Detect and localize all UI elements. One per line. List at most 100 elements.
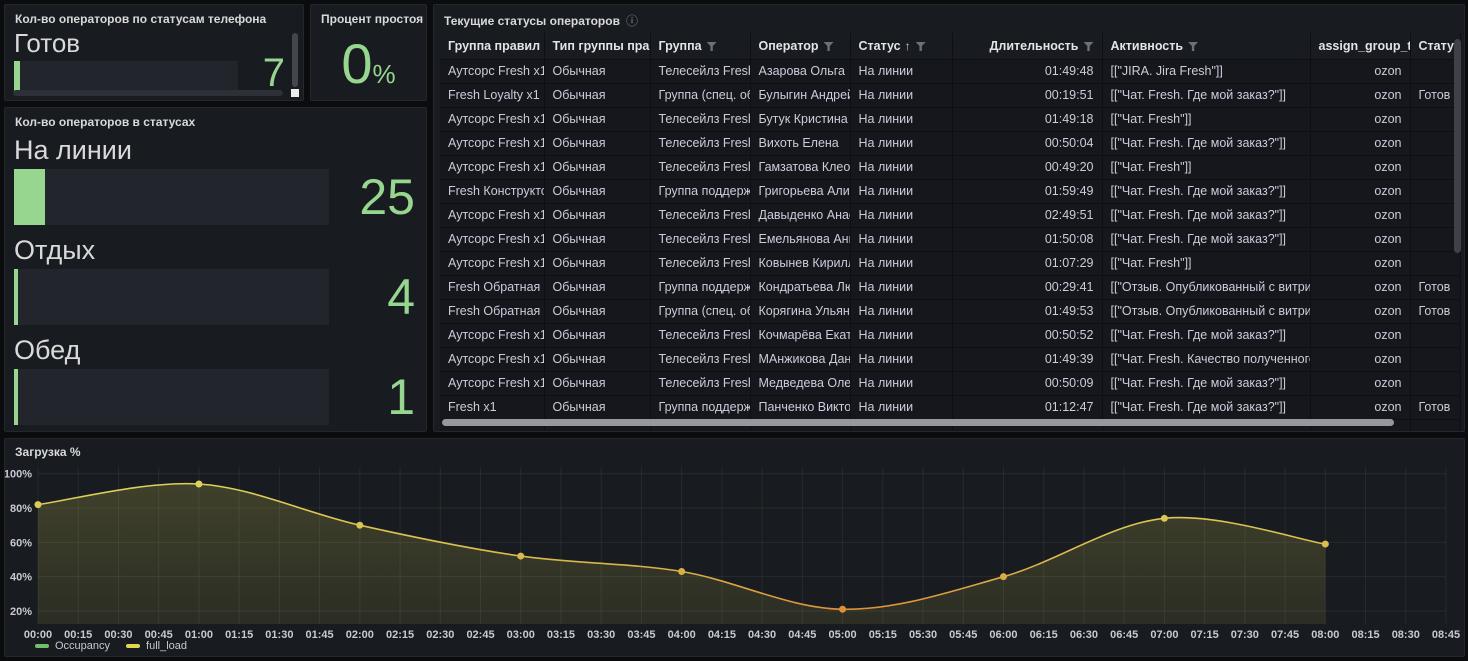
bar-gauge-0: На линии25 bbox=[14, 134, 415, 225]
table-cell bbox=[1410, 347, 1460, 371]
legend-item-occupancy[interactable]: Occupancy bbox=[35, 640, 110, 652]
table-cell: Гамзатова Клеопатра bbox=[750, 155, 850, 179]
sort-asc-icon[interactable]: ↑ bbox=[905, 39, 911, 53]
bar-gauge-2: Обед1 bbox=[14, 334, 415, 425]
idle-unit: % bbox=[373, 59, 396, 89]
panel-title-text: Текущие статусы операторов bbox=[444, 14, 620, 28]
filter-icon[interactable] bbox=[1084, 42, 1094, 51]
column-header-5[interactable]: Длительность bbox=[952, 33, 1102, 59]
table-cell: Телесейлз Fresh (до bbox=[650, 107, 750, 131]
x-tick-label: 06:30 bbox=[1070, 629, 1098, 641]
scrollbar-corner[interactable] bbox=[291, 89, 299, 97]
table-cell: 01:49:48 bbox=[952, 59, 1102, 83]
table-cell: ozon bbox=[1310, 371, 1410, 395]
data-point[interactable] bbox=[1322, 541, 1329, 548]
column-header-3[interactable]: Оператор bbox=[750, 33, 850, 59]
panel-title[interactable]: Текущие статусы операторов ⓘ bbox=[434, 5, 1464, 33]
table-cell: ozon bbox=[1310, 83, 1410, 107]
table-cell: Обычная bbox=[544, 275, 650, 299]
x-tick-label: 05:45 bbox=[949, 629, 977, 641]
table-cell: ozon bbox=[1310, 395, 1410, 419]
column-header-0[interactable]: Группа правил bbox=[440, 33, 544, 59]
column-header-6[interactable]: Активность bbox=[1102, 33, 1310, 59]
column-header-1[interactable]: Тип группы прав bbox=[544, 33, 650, 59]
y-tick-label: 40% bbox=[10, 572, 32, 584]
column-header-label: Статус bbox=[859, 39, 901, 53]
horizontal-scrollbar[interactable] bbox=[13, 90, 283, 96]
table-cell: Обычная bbox=[544, 83, 650, 107]
table-cell: ozon bbox=[1310, 347, 1410, 371]
table-cell: Обычная bbox=[544, 155, 650, 179]
data-point[interactable] bbox=[1161, 515, 1168, 522]
panel-title-text: Процент простоя bbox=[321, 12, 423, 26]
table-vertical-scrollbar[interactable] bbox=[1454, 39, 1461, 253]
x-tick-label: 03:45 bbox=[627, 629, 655, 641]
table-cell: [["Чат. Fresh"]] bbox=[1102, 155, 1310, 179]
legend-item-full_load[interactable]: full_load bbox=[126, 640, 187, 652]
data-point[interactable] bbox=[356, 522, 363, 529]
table-cell: Телесейлз Fresh (до bbox=[650, 323, 750, 347]
table-cell: 01:59:49 bbox=[952, 179, 1102, 203]
x-tick-label: 03:00 bbox=[507, 629, 535, 641]
data-point[interactable] bbox=[678, 568, 685, 575]
panel-operator-statuses: Кол-во операторов в статусах На линии25О… bbox=[4, 107, 427, 432]
column-header-7[interactable]: assign_group_ticl bbox=[1310, 33, 1410, 59]
x-tick-label: 06:45 bbox=[1110, 629, 1138, 641]
column-header-2[interactable]: Группа bbox=[650, 33, 750, 59]
table-cell: Кочмарёва Екатерин bbox=[750, 323, 850, 347]
table-cell: Группа (спец. обсл.) bbox=[650, 83, 750, 107]
panel-title[interactable]: Кол-во операторов по статусам телефона bbox=[5, 5, 303, 30]
panel-title[interactable]: Процент простоя bbox=[311, 5, 426, 30]
panel-title[interactable]: Загрузка % bbox=[15, 445, 81, 459]
table-cell: [["JIRA. Jira Fresh"]] bbox=[1102, 59, 1310, 83]
table-cell: Аутсорс Fresh x1 bbox=[440, 131, 544, 155]
filter-icon[interactable] bbox=[1188, 42, 1198, 51]
table-cell bbox=[1410, 59, 1460, 83]
data-point[interactable] bbox=[517, 553, 524, 560]
table-row: Аутсорс Fresh x1ОбычнаяТелесейлз Fresh (… bbox=[440, 107, 1460, 131]
table-row: Аутсорс Fresh x1ОбычнаяТелесейлз Fresh (… bbox=[440, 203, 1460, 227]
x-tick-label: 04:15 bbox=[708, 629, 736, 641]
bar-gauge-list: На линии25Отдых4Обед1 bbox=[14, 134, 415, 432]
table-row: Аутсорс Fresh x1ОбычнаяТелесейлз Fresh (… bbox=[440, 347, 1460, 371]
x-tick-label: 05:15 bbox=[869, 629, 897, 641]
table-cell: Fresh Обратная прио bbox=[440, 299, 544, 323]
table-cell: На линии bbox=[850, 83, 952, 107]
x-tick-label: 01:00 bbox=[185, 629, 213, 641]
table-cell: Азарова Ольга bbox=[750, 59, 850, 83]
data-point[interactable] bbox=[1000, 573, 1007, 580]
table-horizontal-scrollbar[interactable] bbox=[442, 419, 1394, 426]
table-cell: На линии bbox=[850, 275, 952, 299]
filter-icon[interactable] bbox=[916, 42, 926, 51]
table-cell: Fresh Конструктор о bbox=[440, 179, 544, 203]
x-tick-label: 01:45 bbox=[306, 629, 334, 641]
bar-gauge-fill bbox=[14, 269, 18, 325]
table-cell: [["Чат. Fresh. Где мой заказ?"]] bbox=[1102, 203, 1310, 227]
column-header-4[interactable]: Статус ↑ bbox=[850, 33, 952, 59]
vertical-scrollbar[interactable] bbox=[292, 33, 298, 87]
table-cell: Аутсорс Fresh x1 bbox=[440, 203, 544, 227]
data-point[interactable] bbox=[35, 501, 42, 508]
filter-icon[interactable] bbox=[707, 42, 717, 51]
table-cell: Готов bbox=[1410, 83, 1460, 107]
table-cell: Аутсорс Fresh x1 bbox=[440, 107, 544, 131]
table-cell bbox=[1410, 323, 1460, 347]
table-cell bbox=[1410, 251, 1460, 275]
table-cell: Обычная bbox=[544, 107, 650, 131]
table-cell: 00:49:20 bbox=[952, 155, 1102, 179]
table-cell: [["Чат. Fresh. Где мой заказ?"]] bbox=[1102, 323, 1310, 347]
table-cell bbox=[1410, 203, 1460, 227]
x-tick-label: 04:45 bbox=[788, 629, 816, 641]
data-point[interactable] bbox=[839, 606, 846, 613]
table-cell: Телесейлз Fresh (до bbox=[650, 251, 750, 275]
x-tick-label: 04:00 bbox=[668, 629, 696, 641]
info-icon[interactable]: ⓘ bbox=[626, 12, 638, 29]
panel-title[interactable]: Кол-во операторов в статусах bbox=[5, 108, 426, 133]
column-header-8[interactable]: Статус тел bbox=[1410, 33, 1460, 59]
panel-phone-statuses: Кол-во операторов по статусам телефона Г… bbox=[4, 4, 304, 101]
table-cell: Обычная bbox=[544, 347, 650, 371]
legend-label: Occupancy bbox=[55, 640, 110, 652]
data-point[interactable] bbox=[195, 480, 202, 487]
table-cell: На линии bbox=[850, 227, 952, 251]
filter-icon[interactable] bbox=[824, 42, 834, 51]
